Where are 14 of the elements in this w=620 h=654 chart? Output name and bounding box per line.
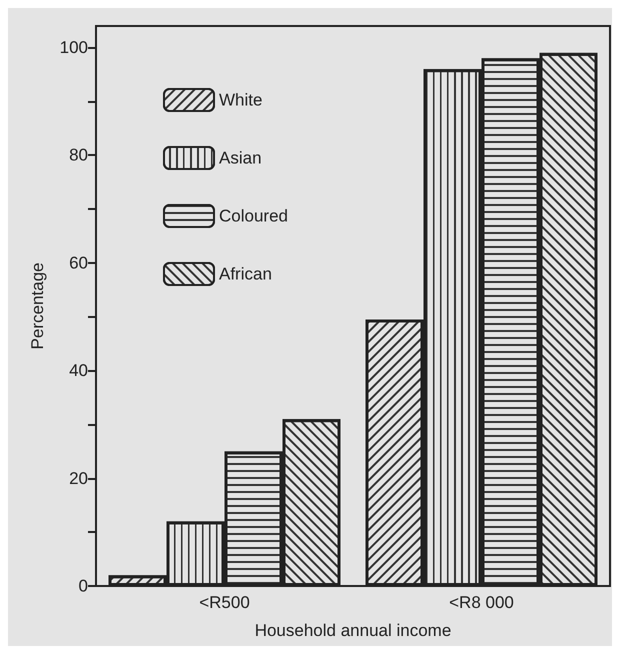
- legend-label: Asian: [219, 148, 262, 168]
- y-tick-label: 0: [78, 576, 88, 596]
- y-tick-label: 80: [69, 146, 88, 165]
- legend-label: African: [219, 264, 272, 284]
- legend-label: Coloured: [219, 206, 288, 226]
- x-tick-label: <R500: [199, 593, 250, 612]
- x-axis-title: Household annual income: [254, 621, 452, 640]
- y-tick-label: 100: [60, 38, 88, 58]
- y-tick-label: 20: [69, 468, 88, 488]
- legend-label: White: [219, 90, 262, 110]
- y-tick-label: 40: [69, 361, 88, 380]
- y-axis-title: Percentage: [28, 262, 47, 350]
- y-tick-label: 60: [69, 253, 88, 272]
- x-tick-label: <R8 000: [449, 593, 514, 612]
